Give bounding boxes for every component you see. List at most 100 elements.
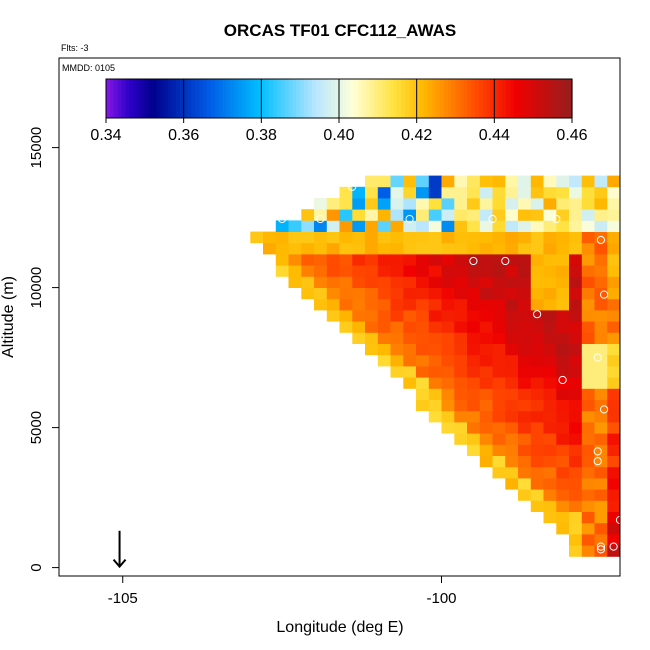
heatmap-cell [607,354,621,367]
heatmap-cell [352,265,366,277]
heatmap-cell [556,265,570,277]
heatmap-cell [479,265,493,277]
heatmap-cell [518,298,532,311]
heatmap-cell [530,489,544,501]
colorbar-swatch [265,79,270,118]
heatmap-cell [518,287,532,300]
heatmap-cell [556,522,570,535]
heatmap-cell [594,198,608,210]
sample-marker [501,256,510,266]
heatmap-cell [556,388,570,400]
heatmap-cell [428,186,442,199]
heatmap-cell [594,175,608,188]
heatmap-cell [607,399,621,412]
heatmap-cell [556,422,570,434]
heatmap-cell [607,478,621,490]
heatmap-cell [569,489,583,501]
heatmap-cell [492,186,506,199]
heatmap-cell [607,366,621,378]
colorbar-swatch [517,79,523,118]
heatmap-cell [556,175,570,188]
colorbar-swatch [482,79,488,118]
colorbar-swatch [560,79,565,118]
heatmap-cell [581,399,595,412]
heatmap-cell [505,478,519,490]
colorbar-swatch [370,79,375,118]
heatmap-cell [518,265,532,277]
heatmap-cell [275,254,289,266]
colorbar-swatch [183,79,189,118]
heatmap-cell [390,366,404,378]
colorbar-swatch [164,79,169,118]
heatmap-cell [594,254,608,266]
heatmap-cell [492,433,506,445]
heatmap-cell [581,332,595,344]
heatmap-cell [543,220,557,232]
heatmap-cell [556,500,570,512]
heatmap-cell [454,231,468,244]
colorbar-tick-label: 0.44 [479,127,510,144]
heatmap-cell [607,455,621,468]
heatmap-cell [326,220,340,232]
heatmap-cell [505,298,519,311]
heatmap-cell [530,377,544,389]
heatmap-cell [288,231,302,244]
heatmap-cell [581,310,595,322]
heatmap-cell [301,231,315,244]
colorbar-swatch [478,79,484,118]
colorbar-swatch [315,79,321,118]
heatmap-cell [556,198,570,210]
heatmap-cell [530,265,544,277]
heatmap-cell [594,377,608,389]
sample-marker [600,405,609,414]
colorbar-swatch [272,79,278,118]
heatmap-cell [569,220,583,232]
heatmap-cell [543,209,557,221]
heatmap-cell [569,433,583,445]
sample-marker [488,214,497,224]
heatmap-cell [301,265,315,277]
heatmap-cell [454,399,468,412]
heatmap-cell [339,242,353,255]
heatmap-cell [326,310,340,322]
heatmap-cell [569,455,583,468]
heatmap-cell [543,231,557,244]
heatmap-cell [403,287,417,300]
heatmap-cell [441,422,455,434]
heatmap-cell [352,254,366,266]
heatmap-cell [594,231,608,244]
colorbar-swatch [533,79,538,118]
heatmap-cells [250,175,621,557]
heatmap-cell [607,545,621,557]
heatmap-cell [403,198,417,210]
heatmap-cell [543,175,557,188]
colorbar-swatch [106,79,111,118]
colorbar-swatch [455,79,460,118]
colorbar-swatch [339,79,344,118]
heatmap-cell [505,399,519,412]
heatmap-cell [479,444,493,456]
heatmap-cell [607,422,621,434]
colorbar-swatch [385,79,391,118]
heatmap-cell [607,298,621,311]
heatmap-cell [492,310,506,322]
heatmap-cell [505,231,519,244]
heatmap-cell [543,332,557,344]
x-tick-label: -100 [426,590,456,607]
heatmap-cell [352,310,366,322]
heatmap-cell [454,254,468,266]
heatmap-cell [594,186,608,199]
colorbar-swatch [222,79,227,118]
heatmap-cell [505,310,519,322]
heatmap-cell [403,175,417,188]
heatmap-cell [594,265,608,277]
heatmap-cell [326,198,340,210]
heatmap-cell [594,545,608,557]
colorbar-swatch [129,79,134,118]
heatmap-cell [314,276,328,288]
colorbar-swatch [556,79,561,118]
heatmap-cell [263,242,277,255]
heatmap-cell [581,265,595,277]
heatmap-cell [594,466,608,479]
heatmap-cell [543,186,557,199]
